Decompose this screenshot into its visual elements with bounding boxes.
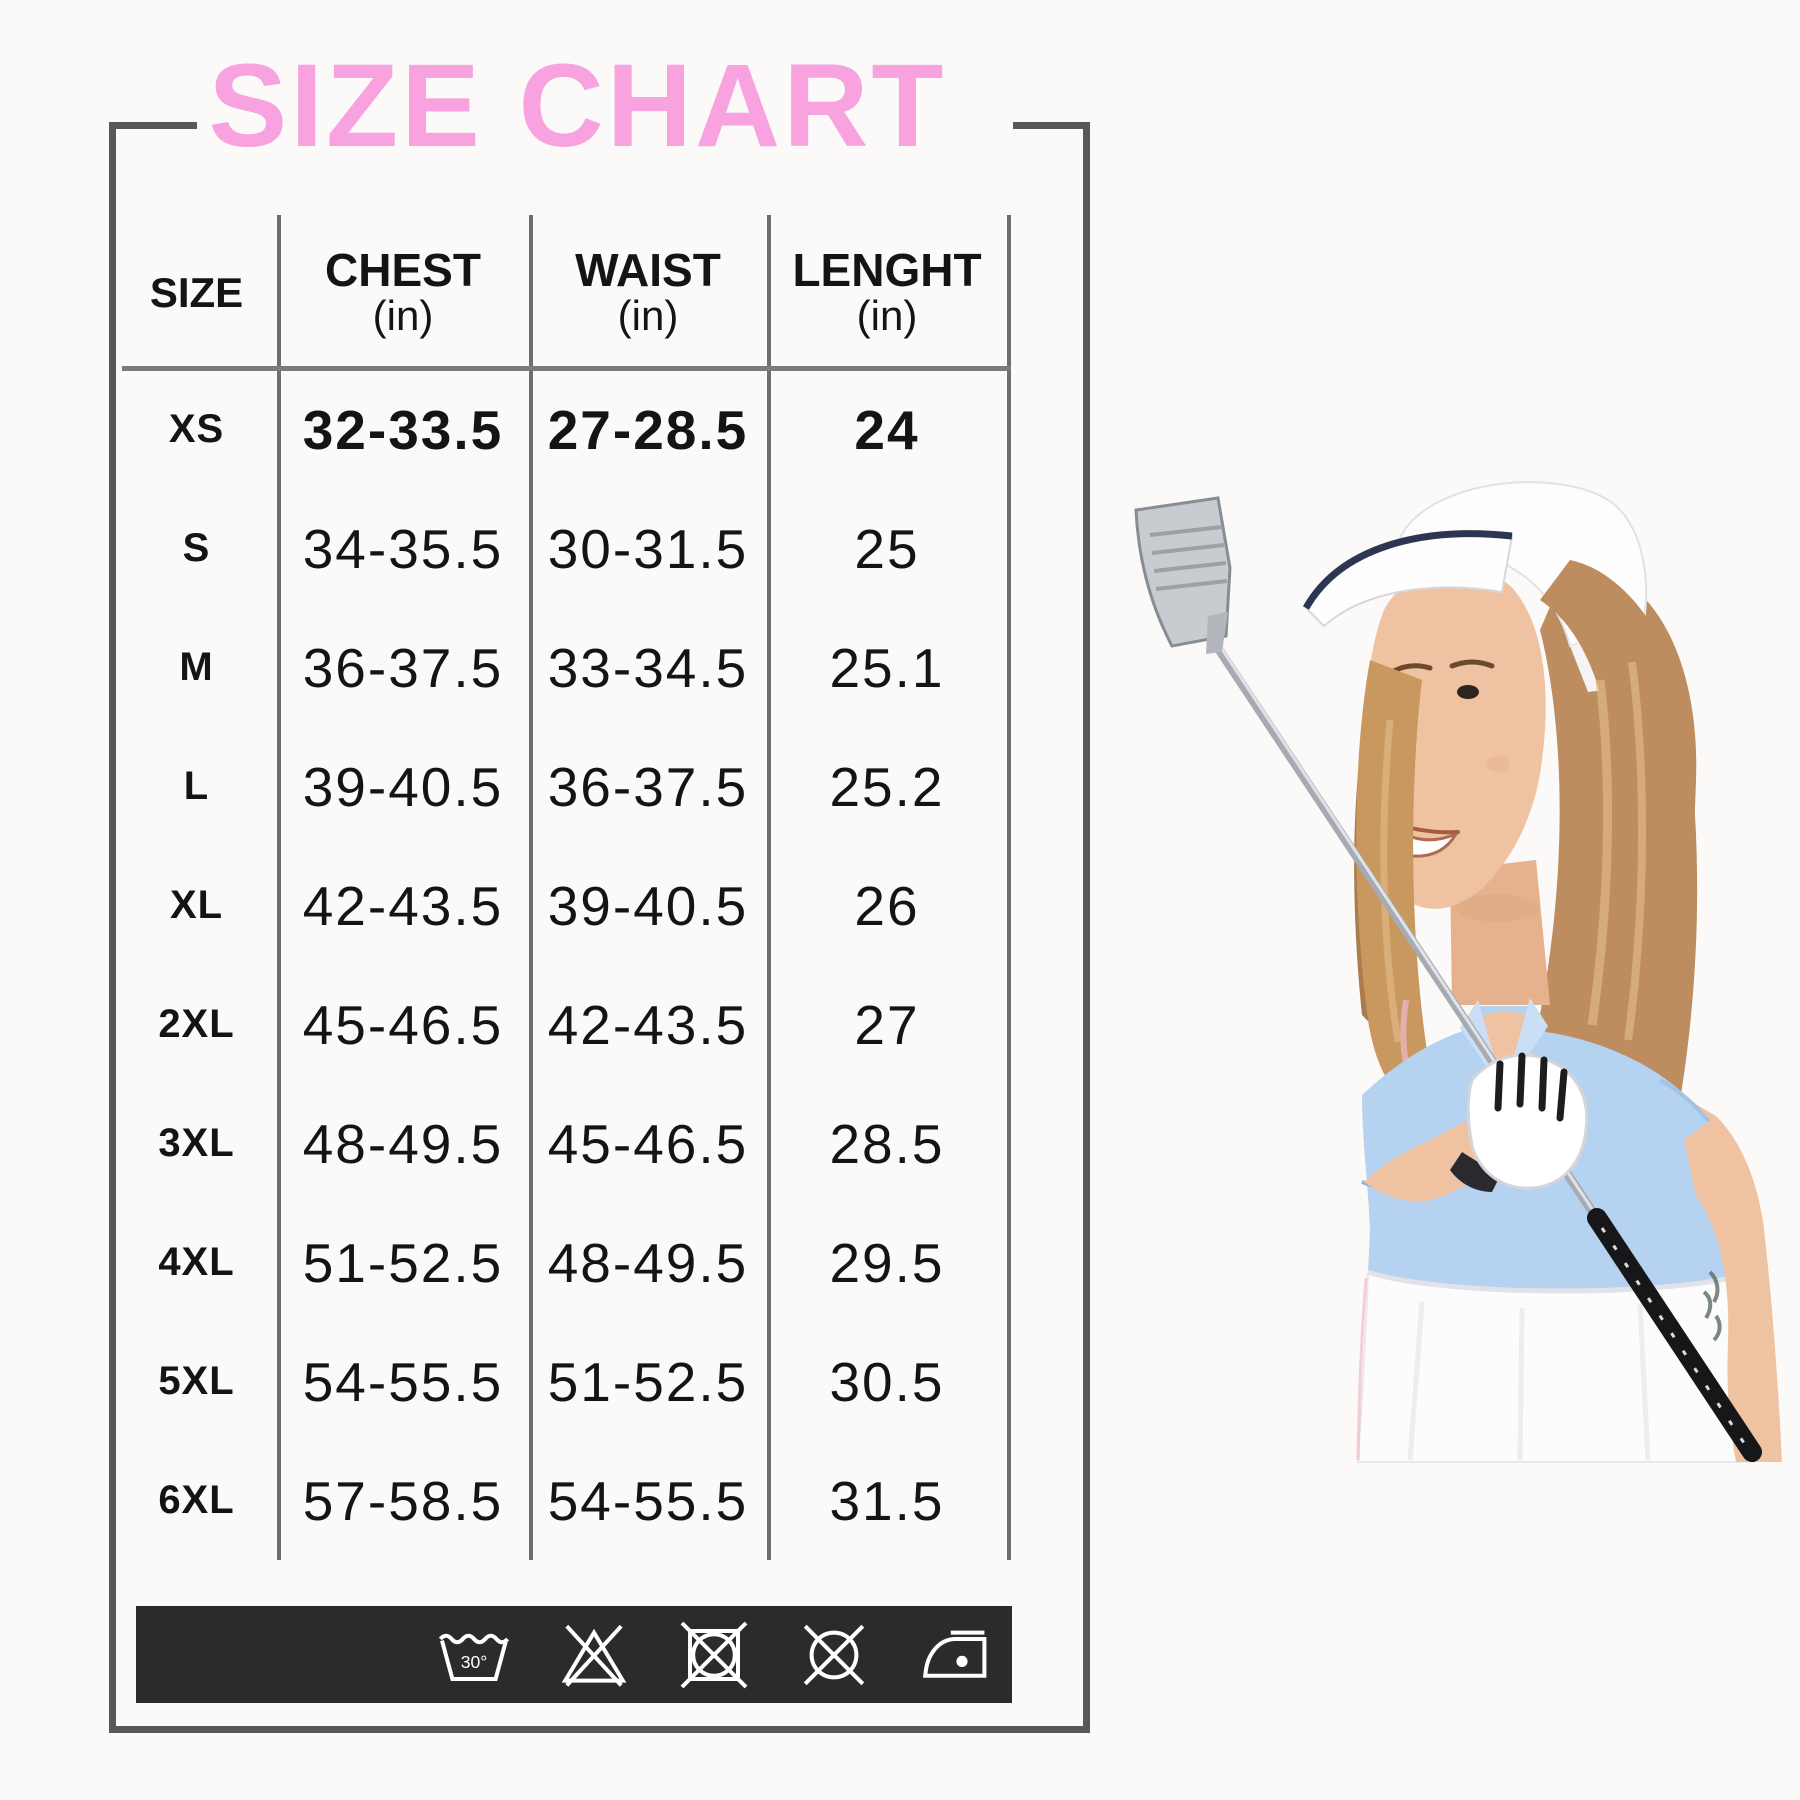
measurement-cell: 29.5 — [829, 1231, 945, 1294]
column-divider — [1007, 215, 1011, 1560]
column-divider — [767, 215, 771, 1560]
measurement-cell: 42-43.5 — [547, 993, 749, 1056]
measurement-cell: 48-49.5 — [547, 1231, 749, 1294]
size-cell: XL — [169, 883, 224, 927]
column-header-size: SIZE — [149, 268, 244, 316]
woman-golfer-photo — [1134, 481, 1782, 1463]
size-cell: L — [183, 764, 210, 808]
wash-at-30-icon: 30° — [438, 1633, 510, 1681]
header-underline — [122, 366, 1011, 371]
measurement-cell: 31.5 — [829, 1469, 945, 1532]
column-divider — [529, 215, 533, 1560]
measurement-cell: 36-37.5 — [547, 755, 749, 818]
iron-one-dot-icon — [922, 1630, 987, 1678]
golf-club — [1134, 496, 1762, 1462]
measurement-cell: 39-40.5 — [547, 874, 749, 937]
measurement-cell: 54-55.5 — [547, 1469, 749, 1532]
hair-front — [1356, 560, 1698, 1102]
golf-glove — [1450, 1052, 1589, 1192]
page-title: SIZE CHART — [208, 40, 947, 172]
measurement-cell: 27-28.5 — [547, 398, 749, 461]
measurement-cell: 36-37.5 — [302, 636, 504, 699]
do-not-tumble-dry-icon — [680, 1621, 748, 1688]
size-cell: 3XL — [158, 1121, 235, 1165]
measurement-cell: 45-46.5 — [302, 993, 504, 1056]
measurement-cell: 30.5 — [829, 1350, 945, 1413]
measurement-cell: 25.2 — [829, 755, 945, 818]
club-grip — [1587, 1208, 1762, 1462]
measurement-cell: 54-55.5 — [302, 1350, 504, 1413]
tattoo — [1702, 1270, 1722, 1342]
measurement-cell: 30-31.5 — [547, 517, 749, 580]
size-cell: 4XL — [158, 1240, 235, 1284]
measurement-cell: 51-52.5 — [547, 1350, 749, 1413]
do-not-dry-clean-icon — [803, 1624, 865, 1685]
measurement-cell: 45-46.5 — [547, 1112, 749, 1175]
column-header-waist: WAIST (in) — [575, 243, 721, 340]
neck — [1450, 860, 1550, 1005]
care-instructions-bar: 30° — [136, 1606, 1012, 1703]
measurement-cell: 24 — [854, 398, 920, 461]
visor-trim — [1302, 530, 1513, 610]
measurement-cell: 25.1 — [829, 636, 945, 699]
measurement-cell: 51-52.5 — [302, 1231, 504, 1294]
measurement-cell: 26 — [854, 874, 920, 937]
measurement-cell: 39-40.5 — [302, 755, 504, 818]
size-cell: XS — [168, 407, 225, 451]
measurement-cell: 42-43.5 — [302, 874, 504, 937]
column-divider — [277, 215, 281, 1560]
size-cell: 5XL — [158, 1359, 235, 1403]
size-cell: 2XL — [158, 1002, 235, 1046]
measurement-cell: 32-33.5 — [302, 398, 504, 461]
size-cell: M — [179, 645, 214, 689]
frame-top-right-segment — [1013, 122, 1090, 129]
frame-top-left-segment — [109, 122, 197, 129]
column-header-chest: CHEST (in) — [325, 243, 481, 340]
measurement-cell: 33-34.5 — [547, 636, 749, 699]
right-forearm — [1684, 1116, 1782, 1462]
column-header-length: LENGHT (in) — [792, 243, 982, 340]
measurement-cell: 28.5 — [829, 1112, 945, 1175]
measurement-cell: 48-49.5 — [302, 1112, 504, 1175]
size-cell: 6XL — [158, 1478, 235, 1522]
do-not-bleach-icon — [561, 1624, 627, 1687]
measurement-cell: 25 — [854, 517, 920, 580]
measurement-cell: 34-35.5 — [302, 517, 504, 580]
size-cell: S — [182, 526, 211, 570]
measurement-cell: 27 — [854, 993, 920, 1056]
table-frame — [109, 122, 1090, 1733]
size-table: SIZE CHEST (in) WAIST (in) LENGHT (in) XS 32… — [116, 215, 1007, 1560]
club-head — [1134, 496, 1232, 654]
measurement-cell: 57-58.5 — [302, 1469, 504, 1532]
svg-text:30°: 30° — [461, 1651, 488, 1671]
